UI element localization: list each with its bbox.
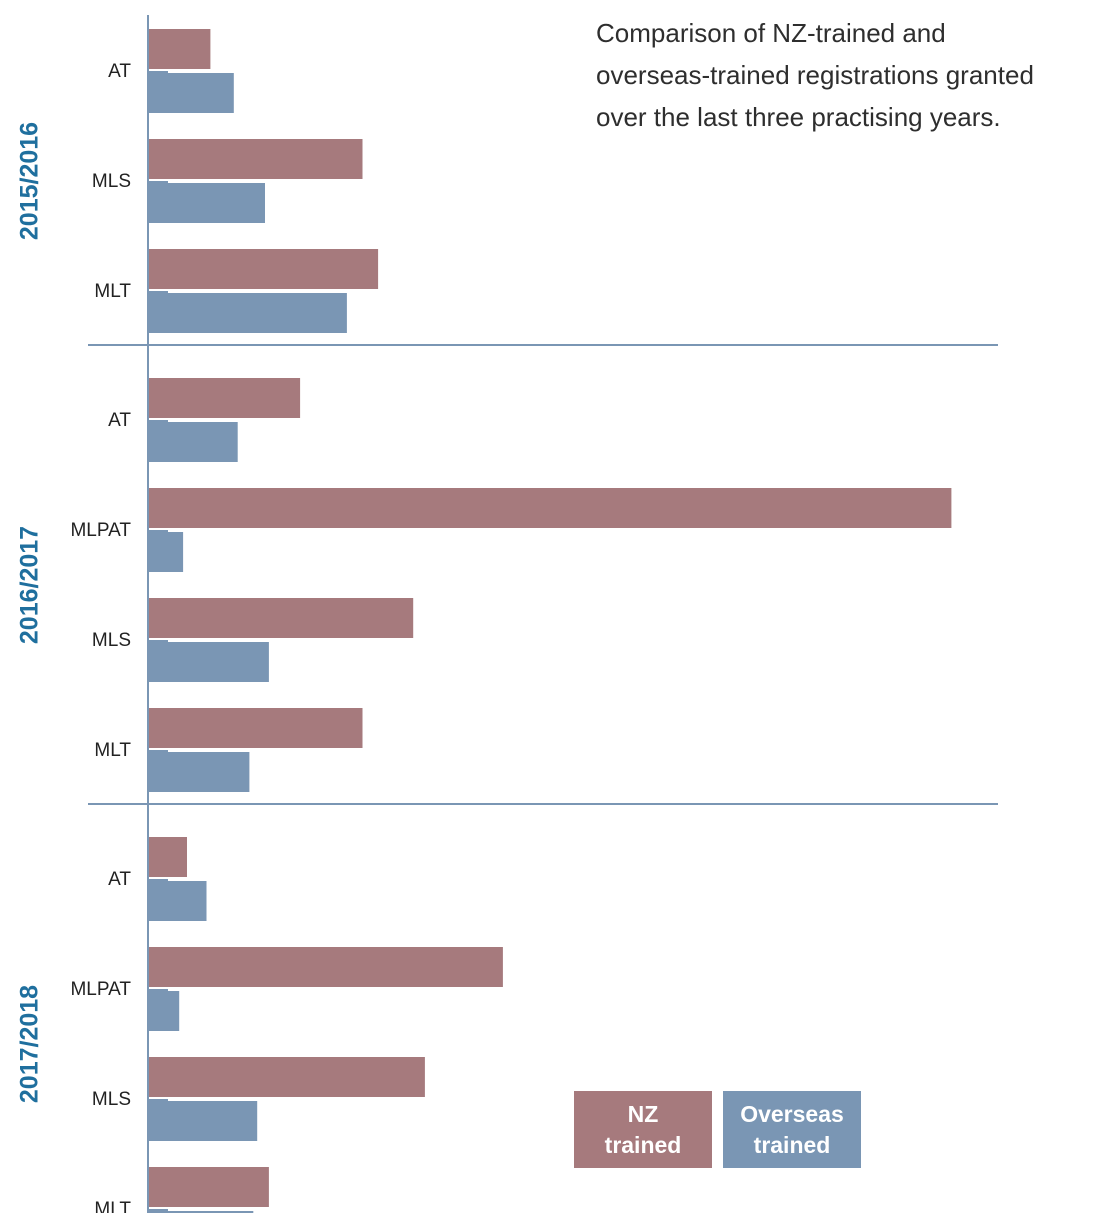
- category-label-mls-3: MLS: [92, 1089, 131, 1110]
- category-label-mlt-3: MLT: [94, 1199, 131, 1213]
- group-label-3: 2017/2018: [16, 985, 44, 1103]
- bar-nz-mlpat-3: [148, 947, 503, 987]
- bar-overseas-at-2: [148, 422, 238, 462]
- bar-nz-mlt-2: [148, 708, 363, 748]
- category-label-at-3: AT: [108, 869, 131, 890]
- bar-nz-mlt-3: [148, 1167, 269, 1207]
- legend-overseas-trained-line-1: Overseas: [740, 1100, 844, 1127]
- legend-nz-trained-line-1: NZ: [627, 1100, 659, 1127]
- bar-nz-mlt-1: [148, 249, 379, 289]
- bar-nz-mlpat-2: [148, 488, 952, 528]
- group-label-2: 2016/2017: [16, 526, 44, 644]
- bar-overseas-mls-3: [148, 1101, 258, 1141]
- bar-overseas-mls-1: [148, 183, 265, 223]
- chart-title-line-3: over the last three practising years.: [596, 102, 1001, 132]
- category-label-mlt-2: MLT: [94, 740, 131, 761]
- category-label-mls-2: MLS: [92, 630, 131, 651]
- category-label-mlt-1: MLT: [94, 281, 131, 302]
- bar-nz-mls-1: [148, 139, 363, 179]
- bar-nz-at-1: [148, 29, 211, 69]
- bar-overseas-mlt-2: [148, 752, 250, 792]
- bar-overseas-mlt-1: [148, 293, 347, 333]
- bar-nz-mls-3: [148, 1057, 425, 1097]
- bar-overseas-at-3: [148, 881, 207, 921]
- chart-title: Comparison of NZ-trained and overseas-tr…: [596, 12, 1093, 138]
- legend-overseas-trained-line-2: trained: [753, 1131, 831, 1158]
- bar-nz-at-2: [148, 378, 301, 418]
- bar-overseas-mlpat-2: [148, 532, 184, 572]
- legend-nz-trained-line-2: trained: [604, 1131, 682, 1158]
- bar-overseas-mls-2: [148, 642, 269, 682]
- bar-overseas-mlt-3: [148, 1211, 254, 1213]
- chart-title-line-2: overseas-trained registrations granted: [596, 60, 1034, 90]
- group-label-1: 2015/2016: [16, 122, 44, 240]
- legend-overseas-trained: Overseas trained: [723, 1091, 861, 1168]
- category-label-at-1: AT: [108, 61, 131, 82]
- category-label-mlpat-2: MLPAT: [70, 520, 131, 541]
- category-label-at-2: AT: [108, 410, 131, 431]
- chart-title-line-1: Comparison of NZ-trained and: [596, 18, 946, 48]
- category-label-mlpat-3: MLPAT: [70, 979, 131, 1000]
- category-label-mls-1: MLS: [92, 171, 131, 192]
- legend-nz-trained: NZ trained: [574, 1091, 712, 1168]
- bar-overseas-at-1: [148, 73, 234, 113]
- bar-nz-at-3: [148, 837, 187, 877]
- bar-overseas-mlpat-3: [148, 991, 180, 1031]
- bar-nz-mls-2: [148, 598, 414, 638]
